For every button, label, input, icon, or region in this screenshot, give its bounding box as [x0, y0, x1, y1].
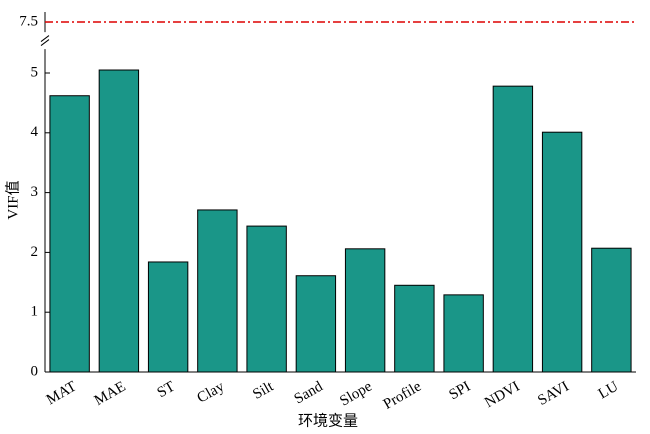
x-tick-label: Slope: [337, 378, 375, 409]
x-tick-label: SPI: [447, 379, 474, 404]
bar: [197, 209, 238, 373]
y-tick-label: 1: [31, 304, 39, 320]
y-tick-label: 4: [31, 124, 39, 140]
bar: [246, 225, 287, 373]
x-tick-label: Silt: [250, 378, 277, 403]
bar: [344, 248, 386, 373]
bar: [541, 131, 583, 373]
x-axis-label: 环境变量: [298, 411, 358, 429]
bar: [49, 95, 90, 373]
x-tick-label: MAE: [92, 379, 129, 410]
bar: [591, 247, 632, 373]
bar: [98, 69, 140, 373]
bar: [147, 261, 189, 373]
y-tick-label: 2: [31, 244, 39, 260]
y-tick-label: 3: [31, 184, 39, 200]
axis-break: [40, 35, 50, 42]
x-tick-label: MAT: [44, 379, 79, 409]
y-tick-label: 7.5: [19, 13, 38, 29]
axis-break: [40, 39, 50, 46]
y-tick-label: 5: [31, 64, 39, 80]
bar: [295, 275, 337, 373]
x-tick-label: LU: [596, 379, 621, 403]
y-axis-label: VIF值: [4, 180, 21, 219]
x-tick-label: NDVI: [482, 379, 522, 412]
x-tick-label: SAVI: [535, 379, 572, 409]
bar: [394, 284, 435, 373]
x-tick-label: Profile: [381, 378, 425, 412]
x-tick-label: Clay: [195, 378, 228, 406]
x-tick-label: Sand: [292, 378, 326, 407]
bar: [492, 85, 534, 373]
bar: [443, 294, 484, 373]
x-tick-label: ST: [155, 379, 178, 402]
y-tick-label: 0: [31, 363, 39, 379]
